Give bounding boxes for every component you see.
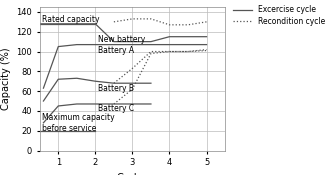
Text: Battery C: Battery C: [98, 104, 134, 113]
Text: Battery B: Battery B: [98, 84, 134, 93]
X-axis label: Cycles: Cycles: [117, 173, 148, 175]
Text: Rated capacity: Rated capacity: [42, 15, 99, 24]
Text: Battery A: Battery A: [98, 46, 134, 55]
Text: Maximum capacity
before service: Maximum capacity before service: [42, 113, 114, 133]
Text: New battery: New battery: [98, 35, 146, 44]
Legend: Excercise cycle, Recondition cycle: Excercise cycle, Recondition cycle: [232, 4, 327, 27]
Y-axis label: Capacity (%): Capacity (%): [1, 47, 11, 110]
